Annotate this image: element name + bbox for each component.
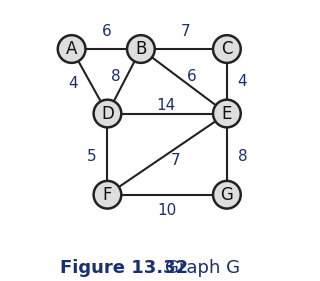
Text: 4: 4: [237, 74, 247, 89]
Text: 14: 14: [156, 98, 176, 113]
Text: Graph G: Graph G: [165, 259, 240, 277]
Circle shape: [127, 35, 155, 63]
Circle shape: [213, 181, 241, 209]
Circle shape: [58, 35, 85, 63]
Text: 5: 5: [87, 149, 97, 164]
Text: 8: 8: [111, 69, 121, 84]
Text: 8: 8: [237, 149, 247, 164]
Text: 7: 7: [171, 153, 180, 167]
Text: F: F: [103, 186, 112, 204]
Circle shape: [213, 35, 241, 63]
Text: 6: 6: [101, 24, 111, 38]
Text: 4: 4: [68, 76, 78, 91]
Circle shape: [93, 100, 121, 127]
Circle shape: [213, 100, 241, 127]
Text: 7: 7: [180, 24, 190, 38]
Circle shape: [93, 181, 121, 209]
Text: A: A: [66, 40, 77, 58]
Text: G: G: [220, 186, 233, 204]
Text: 10: 10: [157, 203, 177, 218]
Text: B: B: [135, 40, 147, 58]
Text: D: D: [101, 105, 114, 123]
Text: E: E: [222, 105, 232, 123]
Text: 6: 6: [188, 69, 197, 84]
Text: Figure 13.32: Figure 13.32: [60, 259, 188, 277]
Text: C: C: [221, 40, 233, 58]
